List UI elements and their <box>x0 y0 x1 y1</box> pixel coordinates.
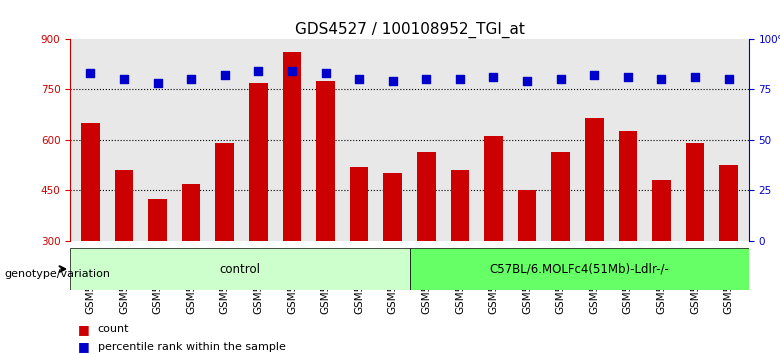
Point <box>420 76 433 82</box>
Point <box>386 79 399 84</box>
Bar <box>585 118 604 241</box>
Point <box>285 68 298 74</box>
Text: genotype/variation: genotype/variation <box>4 269 110 279</box>
Point <box>521 79 534 84</box>
Point <box>151 80 164 86</box>
Bar <box>81 123 100 241</box>
Title: GDS4527 / 100108952_TGI_at: GDS4527 / 100108952_TGI_at <box>295 21 524 38</box>
FancyBboxPatch shape <box>70 248 410 290</box>
Point <box>588 73 601 78</box>
Point <box>454 76 466 82</box>
Bar <box>518 190 537 241</box>
Bar <box>619 131 637 241</box>
Bar <box>282 52 301 241</box>
Bar <box>652 180 671 241</box>
Text: C57BL/6.MOLFc4(51Mb)-Ldlr-/-: C57BL/6.MOLFc4(51Mb)-Ldlr-/- <box>489 263 669 275</box>
Text: ■: ■ <box>78 323 90 336</box>
Bar <box>484 136 503 241</box>
Text: count: count <box>98 324 129 334</box>
Point <box>353 76 365 82</box>
Bar <box>686 143 704 241</box>
Text: control: control <box>219 263 261 275</box>
FancyBboxPatch shape <box>410 248 749 290</box>
Point <box>488 74 500 80</box>
Bar <box>148 199 167 241</box>
Point <box>218 73 231 78</box>
Bar <box>115 170 133 241</box>
Bar <box>350 167 368 241</box>
Bar <box>182 183 200 241</box>
Point <box>319 70 332 76</box>
Bar <box>249 82 268 241</box>
Point <box>555 76 567 82</box>
Bar <box>215 143 234 241</box>
Bar <box>384 173 402 241</box>
Point <box>622 74 634 80</box>
Point <box>722 76 735 82</box>
Bar <box>417 152 435 241</box>
Bar <box>719 165 738 241</box>
Bar <box>551 152 570 241</box>
Text: percentile rank within the sample: percentile rank within the sample <box>98 342 285 352</box>
Point <box>252 68 264 74</box>
Text: ■: ■ <box>78 341 90 353</box>
Point <box>84 70 97 76</box>
Point <box>185 76 197 82</box>
Bar <box>316 81 335 241</box>
Point <box>118 76 130 82</box>
Point <box>689 74 701 80</box>
Point <box>655 76 668 82</box>
Bar <box>451 170 469 241</box>
